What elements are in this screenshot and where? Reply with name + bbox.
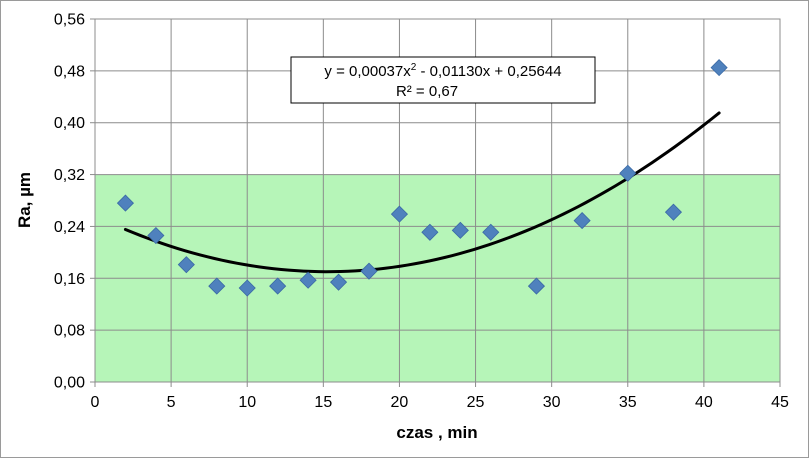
y-tick-label: 0,56 bbox=[54, 12, 85, 29]
data-point bbox=[664, 203, 683, 221]
y-axis-title: Ra, µm bbox=[15, 172, 34, 228]
data-point bbox=[208, 277, 226, 295]
data-point bbox=[299, 271, 317, 289]
x-tick-label: 35 bbox=[619, 394, 637, 411]
y-tick-label: 0,40 bbox=[54, 115, 85, 132]
y-tick-label: 0,24 bbox=[54, 219, 85, 236]
trendline-equation-box: y = 0,00037x2 - 0,01130x + 0,25644 R² = … bbox=[290, 56, 596, 104]
trendline-equation: y = 0,00037x2 - 0,01130x + 0,25644 bbox=[324, 62, 561, 80]
equation-suffix: - 0,01130x + 0,25644 bbox=[416, 63, 561, 80]
data-point bbox=[390, 205, 409, 223]
x-axis-title: czas , min bbox=[396, 423, 477, 442]
trendline bbox=[123, 111, 721, 274]
data-point bbox=[451, 221, 469, 239]
x-tick-label: 40 bbox=[695, 394, 713, 411]
data-points bbox=[116, 59, 728, 297]
data-point bbox=[527, 277, 546, 295]
data-point bbox=[619, 164, 637, 182]
x-tick-label: 10 bbox=[238, 394, 256, 411]
y-tick-label: 0,32 bbox=[54, 167, 85, 184]
r-squared-label: R² = 0,67 bbox=[396, 83, 458, 100]
data-point bbox=[238, 279, 256, 297]
x-tick-label: 45 bbox=[771, 394, 789, 411]
data-point bbox=[116, 194, 135, 212]
data-point bbox=[269, 277, 287, 295]
x-tick-label: 0 bbox=[91, 394, 100, 411]
y-tick-label: 0,48 bbox=[54, 63, 85, 80]
plot-area-border bbox=[94, 18, 781, 383]
y-tick-labels: 0,00 0,08 0,16 0,24 0,32 0,40 0,48 0,56 bbox=[54, 12, 95, 392]
y-tick-label: 0,08 bbox=[54, 323, 85, 340]
data-point bbox=[573, 212, 591, 230]
equation-box-border bbox=[290, 56, 596, 104]
data-point bbox=[360, 262, 378, 280]
data-point bbox=[177, 256, 195, 274]
y-tick-label: 0,16 bbox=[54, 271, 85, 288]
x-tick-label: 25 bbox=[467, 394, 485, 411]
x-tick-label: 20 bbox=[391, 394, 409, 411]
x-tick-label: 15 bbox=[314, 394, 332, 411]
equation-superscript: 2 bbox=[411, 62, 417, 73]
equation-prefix: y = 0,00037x bbox=[324, 63, 411, 80]
data-point bbox=[329, 273, 348, 291]
x-tick-label: 5 bbox=[167, 394, 176, 411]
data-point bbox=[482, 223, 500, 241]
data-point bbox=[421, 223, 439, 241]
data-point bbox=[147, 226, 165, 245]
x-tick-label: 30 bbox=[543, 394, 561, 411]
x-tick-labels: 0 5 10 15 20 25 30 35 40 45 bbox=[91, 382, 789, 411]
trendline-group bbox=[123, 111, 721, 274]
data-point bbox=[710, 59, 728, 77]
y-tick-label: 0,00 bbox=[54, 375, 85, 392]
